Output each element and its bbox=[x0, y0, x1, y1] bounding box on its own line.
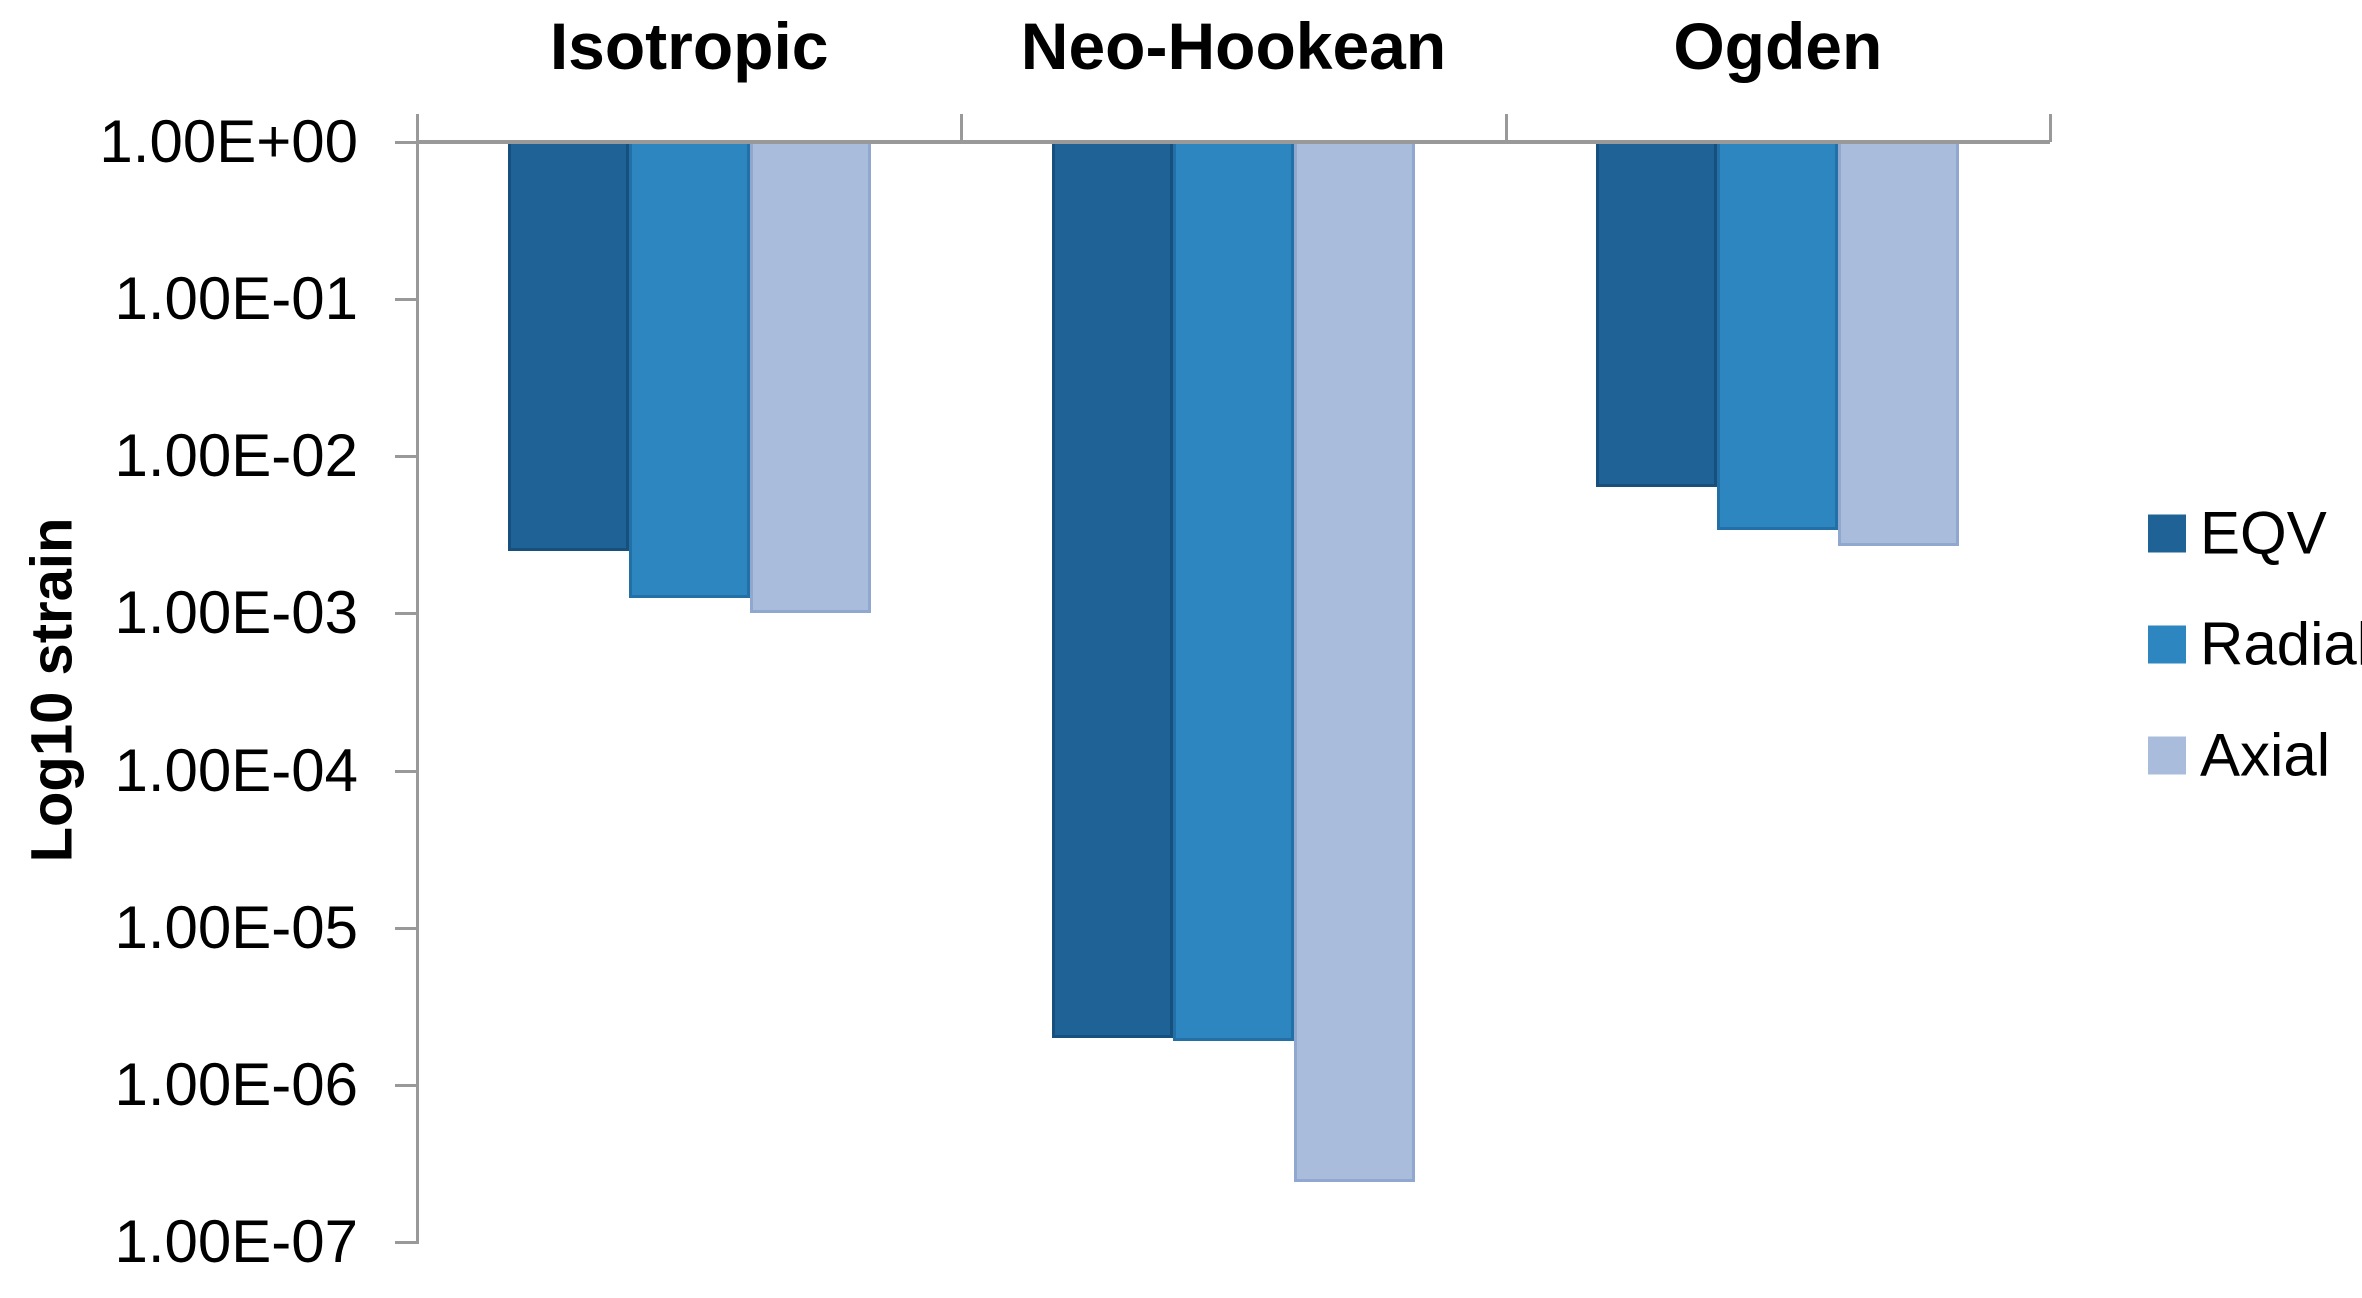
y-tick-label: 1.00E-06 bbox=[114, 1050, 358, 1118]
y-tick-mark bbox=[395, 455, 417, 459]
y-tick-label: 1.00E-03 bbox=[114, 579, 358, 647]
y-tick-label: 1.00E+00 bbox=[99, 108, 358, 175]
legend-item-axial: Axial bbox=[2148, 721, 2330, 790]
bar-neo-hookean-radial bbox=[1173, 142, 1294, 1042]
category-title: Ogden bbox=[1673, 9, 1883, 83]
category-title: Isotropic bbox=[549, 9, 829, 83]
y-tick-label: 1.00E-07 bbox=[114, 1207, 358, 1275]
y-tick-mark bbox=[395, 612, 417, 616]
category-divider-tick bbox=[2049, 114, 2052, 142]
y-axis-title: Log10 strain bbox=[19, 517, 85, 863]
bar-isotropic-axial bbox=[749, 142, 871, 614]
legend-label-eqv: EQV bbox=[2200, 499, 2327, 567]
legend-item-radial: Radial bbox=[2148, 610, 2362, 679]
bar-ogden-eqv bbox=[1596, 142, 1718, 487]
bar-isotropic-eqv bbox=[507, 142, 629, 551]
y-tick-mark bbox=[395, 1240, 417, 1244]
y-tick-label: 1.00E-01 bbox=[114, 265, 358, 333]
legend-label-radial: Radial bbox=[2200, 610, 2362, 678]
y-axis-line bbox=[416, 114, 419, 1244]
category-divider-tick bbox=[960, 114, 964, 142]
bar-ogden-axial bbox=[1838, 142, 1960, 546]
legend-label-axial: Axial bbox=[2200, 721, 2331, 789]
legend-swatch-axial bbox=[2148, 736, 2186, 774]
y-tick-label: 1.00E-02 bbox=[114, 422, 358, 490]
y-tick-label: 1.00E-04 bbox=[114, 736, 358, 804]
y-tick-mark bbox=[395, 141, 417, 144]
y-tick-mark bbox=[395, 926, 417, 930]
y-tick-mark bbox=[395, 1083, 417, 1087]
bar-isotropic-radial bbox=[628, 142, 750, 599]
x-axis-line bbox=[417, 140, 2050, 144]
y-tick-label: 1.00E-05 bbox=[114, 893, 358, 961]
bar-neo-hookean-axial bbox=[1294, 142, 1415, 1183]
bar-ogden-radial bbox=[1717, 142, 1839, 530]
y-tick-mark bbox=[395, 769, 417, 773]
legend-swatch-eqv bbox=[2148, 514, 2186, 552]
y-tick-mark bbox=[395, 298, 417, 302]
category-title: Neo-Hookean bbox=[1020, 9, 1447, 83]
legend-item-eqv: EQV bbox=[2148, 499, 2327, 568]
legend-swatch-radial bbox=[2148, 625, 2186, 663]
bar-neo-hookean-eqv bbox=[1052, 142, 1173, 1038]
category-divider-tick bbox=[1504, 114, 1508, 142]
